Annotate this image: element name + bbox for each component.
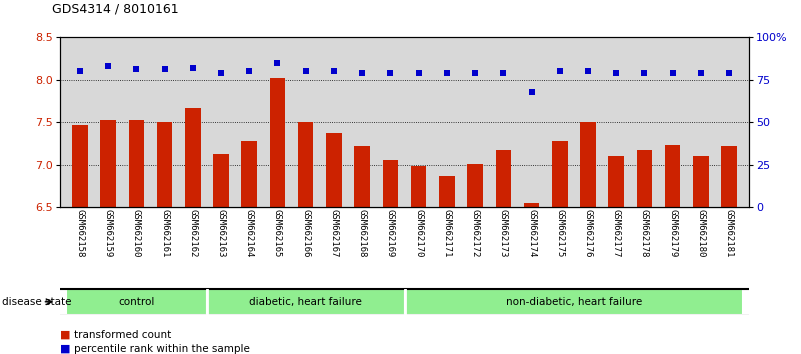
Bar (467, 164, 483, 207)
Bar (241, 141, 257, 207)
Bar (496, 150, 511, 207)
Text: GSM662162: GSM662162 (188, 209, 197, 257)
Text: GSM662179: GSM662179 (668, 209, 677, 257)
Text: diabetic, heart failure: diabetic, heart failure (249, 297, 362, 307)
Bar (693, 156, 709, 207)
Text: ■: ■ (60, 344, 74, 354)
Text: GSM662180: GSM662180 (696, 209, 706, 257)
Text: GSM662168: GSM662168 (358, 209, 367, 257)
Bar (157, 122, 172, 207)
Text: GSM662165: GSM662165 (273, 209, 282, 257)
Bar (185, 108, 200, 207)
Text: control: control (118, 297, 155, 307)
Point (525, 89, 538, 95)
Text: non-diabetic, heart failure: non-diabetic, heart failure (505, 297, 642, 307)
Text: GSM662176: GSM662176 (583, 209, 593, 257)
Text: GSM662181: GSM662181 (725, 209, 734, 257)
Point (553, 68, 566, 74)
Point (243, 68, 256, 74)
Point (187, 65, 199, 70)
Point (356, 70, 368, 76)
Text: GDS4314 / 8010161: GDS4314 / 8010161 (52, 3, 179, 16)
Bar (72, 125, 87, 207)
Bar (411, 166, 426, 207)
Point (158, 67, 171, 72)
Text: GSM662169: GSM662169 (386, 209, 395, 257)
Text: ■: ■ (60, 330, 74, 339)
Bar (609, 156, 624, 207)
Point (582, 68, 594, 74)
Point (441, 70, 453, 76)
Bar (383, 160, 398, 207)
Text: GSM662177: GSM662177 (612, 209, 621, 257)
Text: GSM662160: GSM662160 (132, 209, 141, 257)
Bar (637, 150, 652, 207)
Bar (439, 176, 455, 207)
Text: GSM662166: GSM662166 (301, 209, 310, 257)
Bar (128, 120, 144, 207)
Point (413, 70, 425, 76)
Bar (354, 146, 370, 207)
Text: GSM662174: GSM662174 (527, 209, 536, 257)
Point (130, 67, 143, 72)
Text: GSM662161: GSM662161 (160, 209, 169, 257)
Point (300, 68, 312, 74)
Point (666, 70, 679, 76)
Point (723, 70, 735, 76)
Point (384, 70, 396, 76)
Text: GSM662172: GSM662172 (470, 209, 480, 257)
Point (74, 68, 87, 74)
Bar (270, 78, 285, 207)
Bar (722, 146, 737, 207)
Text: GSM662178: GSM662178 (640, 209, 649, 257)
Text: GSM662167: GSM662167 (329, 209, 339, 257)
Bar (213, 154, 229, 207)
Bar (326, 133, 342, 207)
Point (102, 63, 115, 69)
Point (271, 60, 284, 65)
Text: GSM662171: GSM662171 (442, 209, 451, 257)
Text: GSM662173: GSM662173 (499, 209, 508, 257)
Text: GSM662158: GSM662158 (75, 209, 84, 257)
Text: GSM662170: GSM662170 (414, 209, 423, 257)
Point (328, 68, 340, 74)
Bar (66, 289, 207, 315)
Point (469, 70, 481, 76)
Bar (405, 289, 743, 315)
Bar (100, 120, 116, 207)
Point (610, 70, 622, 76)
Point (497, 70, 509, 76)
Point (215, 70, 227, 76)
Bar (580, 122, 596, 207)
Text: disease state: disease state (2, 297, 71, 307)
Text: GSM662175: GSM662175 (555, 209, 564, 257)
Text: transformed count: transformed count (74, 330, 171, 339)
Bar (524, 203, 539, 207)
Text: GSM662159: GSM662159 (103, 209, 113, 257)
Bar (552, 141, 568, 207)
Point (638, 70, 651, 76)
Bar (298, 122, 313, 207)
Text: percentile rank within the sample: percentile rank within the sample (74, 344, 251, 354)
Text: GSM662164: GSM662164 (245, 209, 254, 257)
Bar (665, 145, 681, 207)
Bar (207, 289, 405, 315)
Text: GSM662163: GSM662163 (216, 209, 226, 257)
Point (694, 70, 707, 76)
